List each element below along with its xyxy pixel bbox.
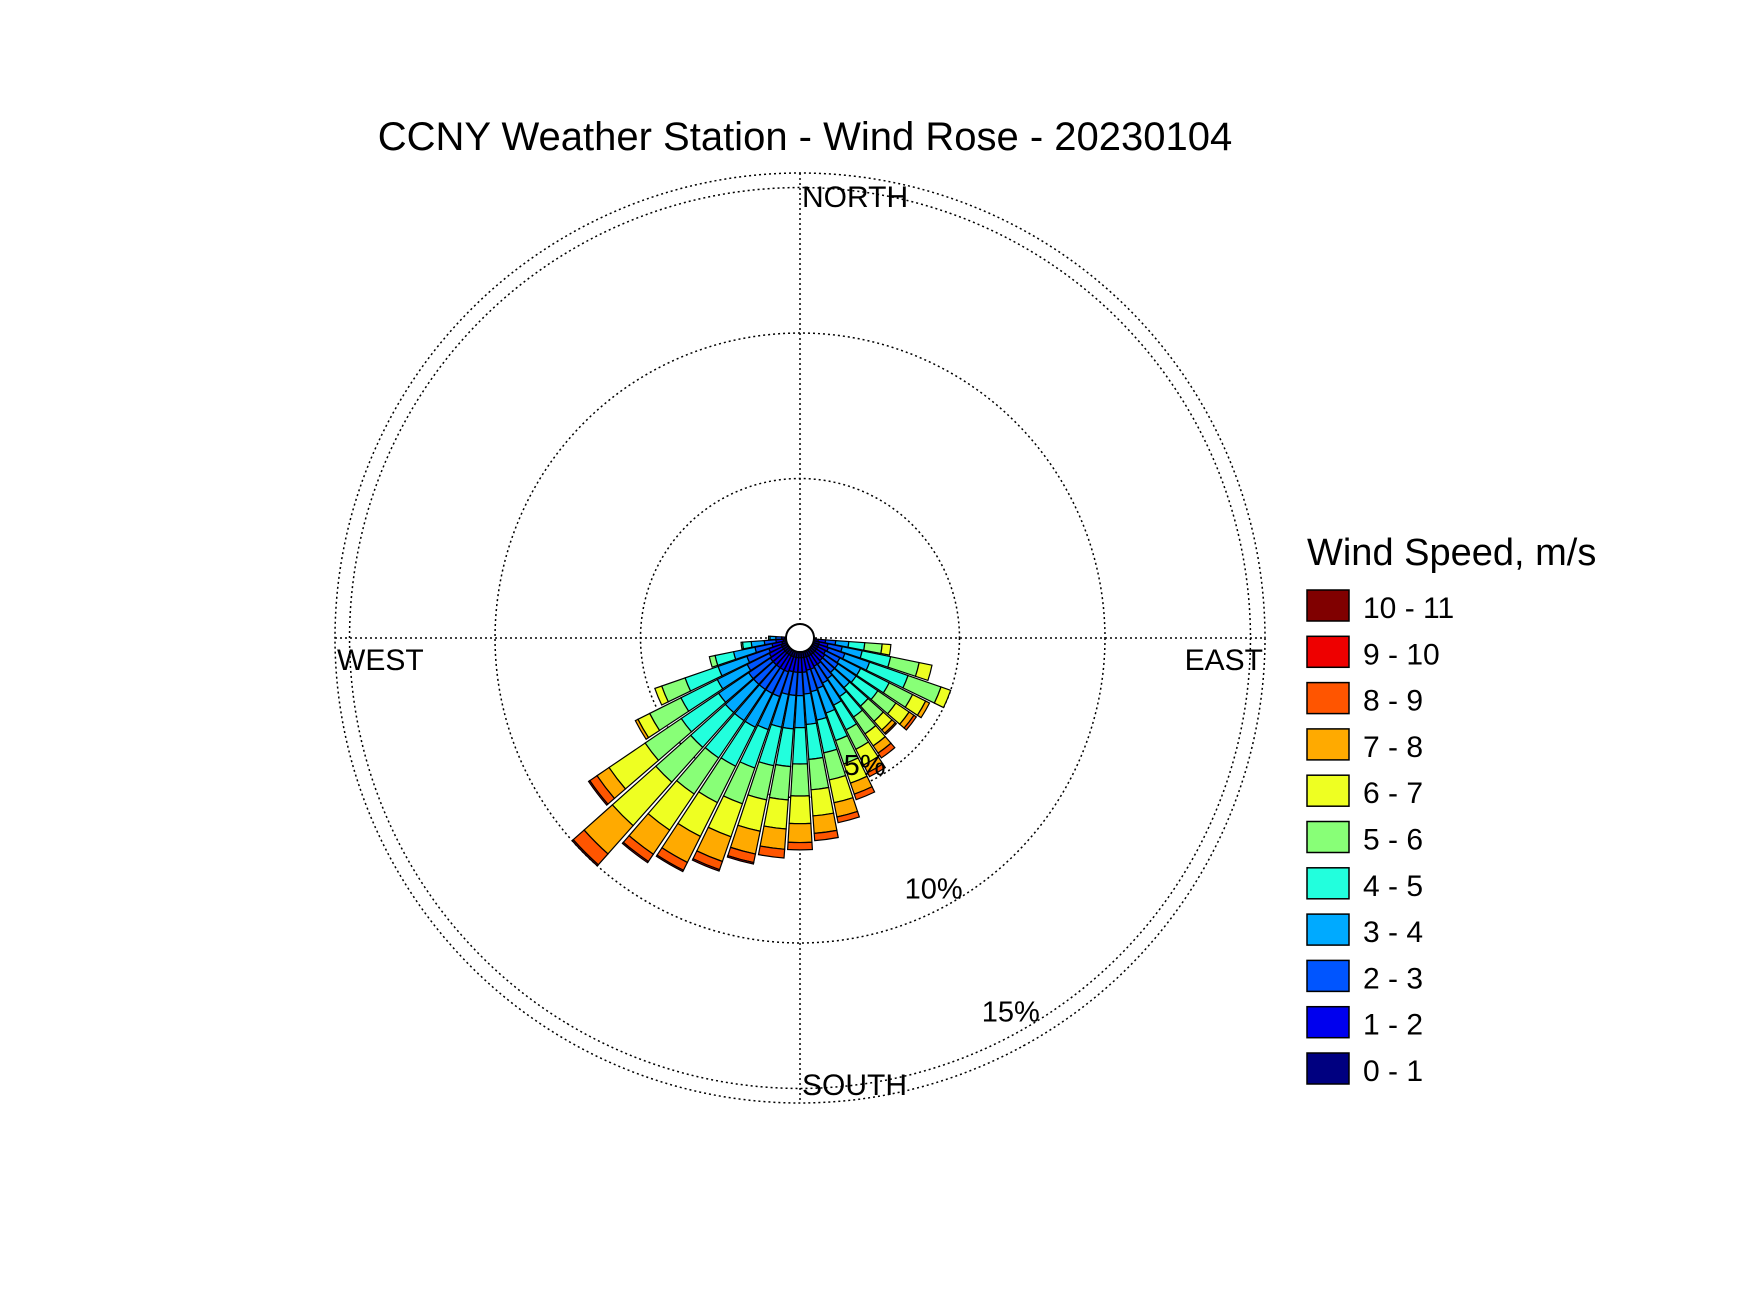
sector-segment-6-7 bbox=[788, 795, 812, 825]
sector-segment-7-8 bbox=[787, 822, 813, 844]
sector-157.5 bbox=[803, 649, 876, 801]
sector-segment-8-9 bbox=[786, 841, 814, 851]
sector-segment-4-5 bbox=[792, 726, 808, 765]
sector-segment-8-9 bbox=[853, 785, 876, 801]
sector-225 bbox=[571, 646, 792, 867]
sector-135 bbox=[808, 646, 898, 736]
legend-swatch bbox=[1306, 681, 1350, 715]
sector-segment-6-7 bbox=[880, 643, 892, 656]
sector-segment-9-10 bbox=[621, 841, 650, 864]
sector-segment-7-8 bbox=[759, 825, 787, 850]
sector-segment-9-10 bbox=[655, 854, 685, 873]
sector-segment-6-7 bbox=[810, 786, 835, 817]
legend-title: Wind Speed, m/s bbox=[1307, 532, 1596, 574]
sector-255 bbox=[708, 640, 788, 668]
legend-swatch bbox=[1306, 820, 1350, 854]
legend-swatch bbox=[1306, 867, 1350, 900]
legend-label: 0 - 1 bbox=[1363, 1055, 1423, 1088]
sector-segment-9-10 bbox=[726, 854, 755, 865]
sector-segment-8-9 bbox=[836, 810, 861, 824]
sector-segment-5-6 bbox=[708, 654, 719, 668]
sector-segment-3-4 bbox=[769, 635, 777, 641]
sector-segment-5-6 bbox=[790, 763, 810, 797]
sector-202.5 bbox=[691, 649, 797, 872]
sector-segment-5-6 bbox=[740, 641, 745, 650]
sector-segment-7-8 bbox=[916, 700, 931, 719]
sector-segment-6-7 bbox=[933, 686, 952, 709]
sector-247.5 bbox=[654, 641, 789, 706]
legend-label: 1 - 2 bbox=[1363, 1009, 1423, 1042]
direction-label-south: SOUTH bbox=[802, 1069, 907, 1102]
ring-label-10: 10% bbox=[905, 873, 963, 905]
sector-segment-8-9 bbox=[903, 714, 918, 731]
legend-swatch bbox=[1306, 635, 1350, 669]
legend-label: 9 - 10 bbox=[1363, 638, 1440, 671]
wind-sectors bbox=[571, 635, 952, 873]
sector-segment-6-7 bbox=[763, 796, 789, 830]
sector-segment-4-5 bbox=[741, 640, 753, 650]
sector-127.5 bbox=[809, 645, 918, 731]
legend-items: 10 - 11 9 - 10 8 - 9 7 - 8 6 - 7 5 - 6 4 - 5 3 … bbox=[1306, 589, 1454, 1088]
sector-segment-8-9 bbox=[866, 763, 887, 778]
sector-segment-6-7 bbox=[654, 685, 670, 706]
legend-label: 7 - 8 bbox=[1363, 731, 1423, 764]
legend-label: 3 - 4 bbox=[1363, 916, 1423, 949]
legend-label: 4 - 5 bbox=[1363, 870, 1423, 903]
sector-270 bbox=[767, 635, 787, 641]
legend-swatch bbox=[1306, 774, 1350, 807]
direction-label-west: WEST bbox=[337, 644, 424, 677]
legend-swatch bbox=[1306, 913, 1350, 946]
sector-segment-9-10 bbox=[587, 779, 609, 806]
legend: Wind Speed, m/s 10 - 11 9 - 10 8 - 9 7 - 8 6… bbox=[1306, 532, 1596, 1088]
sector-segment-6-7 bbox=[914, 661, 933, 682]
sector-165 bbox=[802, 650, 861, 824]
legend-label: 2 - 3 bbox=[1363, 962, 1423, 995]
legend-label: 5 - 6 bbox=[1363, 824, 1423, 857]
legend-swatch bbox=[1306, 1052, 1350, 1085]
sector-150 bbox=[805, 648, 887, 778]
sector-segment-4-5 bbox=[767, 635, 771, 641]
sector-segment-9-10 bbox=[571, 838, 600, 867]
sector-segment-8-9 bbox=[883, 721, 898, 736]
sector-segment-3-4 bbox=[794, 694, 806, 729]
chart-title: CCNY Weather Station - Wind Rose - 20230… bbox=[378, 115, 1233, 159]
sector-120 bbox=[810, 643, 931, 719]
center-hole bbox=[785, 623, 815, 653]
sector-segment-7-8 bbox=[634, 718, 650, 741]
legend-swatch bbox=[1306, 589, 1350, 622]
ring-label-5: 5% bbox=[844, 750, 886, 782]
direction-label-east: EAST bbox=[1185, 644, 1263, 677]
sector-segment-8-9 bbox=[757, 845, 786, 859]
direction-label-north: NORTH bbox=[802, 181, 908, 214]
sector-142.5 bbox=[807, 647, 896, 759]
sector-232.5 bbox=[587, 645, 791, 806]
sector-180 bbox=[786, 651, 814, 851]
legend-label: 10 - 11 bbox=[1363, 592, 1454, 625]
sector-195 bbox=[726, 650, 798, 865]
sector-187.5 bbox=[757, 651, 800, 859]
legend-swatch bbox=[1306, 959, 1350, 993]
legend-label: 6 - 7 bbox=[1363, 777, 1423, 810]
sector-210 bbox=[655, 648, 795, 873]
sector-segment-7-8 bbox=[812, 812, 838, 834]
sector-217.5 bbox=[621, 647, 793, 864]
ring-labels: 5% 10% 15% bbox=[844, 750, 1040, 1029]
legend-swatch bbox=[1306, 1005, 1350, 1039]
ring-label-15: 15% bbox=[982, 997, 1040, 1029]
sector-segment-8-9 bbox=[877, 742, 896, 759]
sector-112.5 bbox=[811, 641, 952, 709]
sector-segment-9-10 bbox=[691, 857, 721, 872]
sector-segment-2-3 bbox=[775, 635, 783, 641]
legend-swatch bbox=[1306, 728, 1350, 761]
legend-label: 8 - 9 bbox=[1363, 685, 1423, 718]
sector-262.5 bbox=[740, 638, 787, 650]
sector-segment-8-9 bbox=[813, 829, 839, 842]
sector-240 bbox=[634, 643, 790, 741]
sector-172.5 bbox=[800, 651, 839, 842]
